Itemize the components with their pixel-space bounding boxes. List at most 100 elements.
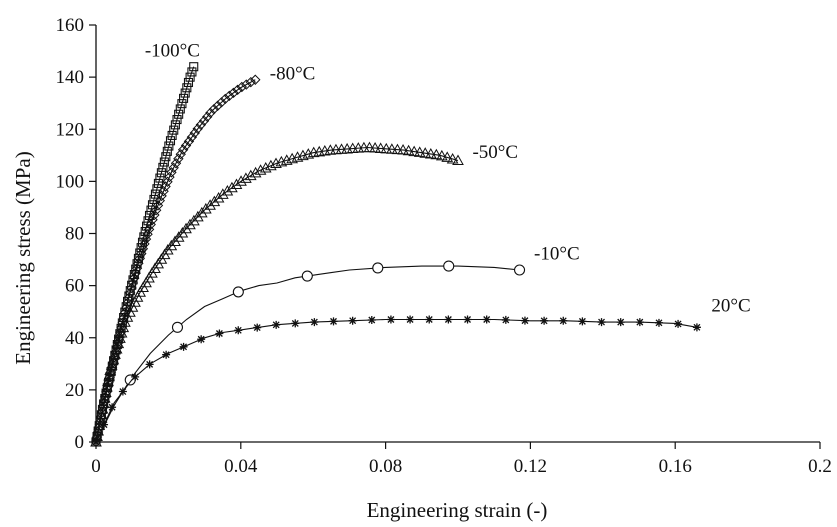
data-point <box>186 131 198 143</box>
data-point <box>114 332 126 343</box>
data-point <box>430 148 443 160</box>
data-point <box>168 162 179 174</box>
data-point <box>192 123 203 135</box>
data-point <box>270 157 282 169</box>
data-point <box>97 397 110 409</box>
data-point <box>123 296 133 306</box>
data-point <box>482 315 491 324</box>
data-point <box>179 342 188 351</box>
data-point <box>463 315 472 324</box>
data-point <box>98 391 111 403</box>
data-point <box>208 103 220 115</box>
x-tick-label: 0.2 <box>808 456 832 477</box>
x-tick-label: 0 <box>91 456 101 477</box>
data-point <box>578 317 587 326</box>
data-point <box>198 115 210 127</box>
data-point <box>153 178 163 188</box>
data-point <box>131 372 140 381</box>
y-axis-title: Engineering stress (MPa) <box>11 151 35 364</box>
data-point <box>216 188 229 199</box>
data-point <box>272 320 281 329</box>
series-label: -50°C <box>472 142 518 163</box>
data-point <box>174 109 184 119</box>
data-point <box>692 323 701 332</box>
data-point <box>185 72 195 82</box>
data-point <box>108 403 117 412</box>
series-label: -80°C <box>270 64 316 85</box>
data-point <box>156 168 166 178</box>
data-point <box>205 107 216 119</box>
data-point <box>180 88 190 98</box>
data-point <box>189 62 199 72</box>
data-point <box>180 140 192 151</box>
data-point <box>301 270 313 282</box>
data-point <box>144 210 155 221</box>
data-point <box>244 169 257 181</box>
data-point <box>369 142 381 153</box>
data-point <box>253 323 262 332</box>
series-line <box>95 146 459 443</box>
y-tick-label: 80 <box>65 224 84 245</box>
series-label: -10°C <box>534 244 580 265</box>
data-point <box>215 329 224 338</box>
data-point <box>452 154 464 166</box>
y-tick-label: 0 <box>75 432 85 453</box>
y-tick-label: 100 <box>56 171 85 192</box>
data-point <box>199 202 212 214</box>
data-point <box>100 420 109 429</box>
data-point <box>559 316 568 325</box>
data-point <box>167 130 177 140</box>
data-point <box>195 206 208 218</box>
data-point <box>232 84 243 96</box>
y-tick-label: 60 <box>65 276 84 297</box>
data-point <box>435 149 448 161</box>
x-axis-title: Engineering strain (-) <box>367 498 548 522</box>
data-point <box>254 164 267 175</box>
series-labels: -100°C -80°C -50°C -10°C 20°C <box>145 40 751 316</box>
data-point <box>202 111 213 123</box>
data-point <box>126 301 139 312</box>
data-point <box>241 79 252 90</box>
data-point <box>329 317 338 326</box>
data-point <box>155 173 165 183</box>
data-point <box>234 326 243 335</box>
data-point <box>616 318 625 327</box>
data-point <box>164 141 174 151</box>
x-tick-label: 0.16 <box>659 456 692 477</box>
data-point <box>118 387 127 396</box>
data-point <box>169 125 179 135</box>
data-point <box>104 364 117 376</box>
data-point <box>208 195 221 207</box>
data-point <box>419 147 432 158</box>
data-point <box>159 157 169 167</box>
data-point <box>170 120 180 130</box>
data-point <box>172 114 182 125</box>
data-point <box>112 337 125 349</box>
data-point <box>121 311 134 322</box>
data-point <box>158 162 168 172</box>
data-point <box>501 315 510 324</box>
data-point <box>182 83 192 93</box>
data-point <box>424 147 437 159</box>
series--10°C <box>95 260 526 443</box>
data-point <box>408 145 420 157</box>
data-point <box>212 100 223 111</box>
data-point <box>265 159 277 171</box>
data-point <box>99 386 112 398</box>
data-point <box>236 81 248 93</box>
data-point <box>145 360 154 369</box>
data-point <box>235 175 247 186</box>
data-point <box>513 264 526 276</box>
data-point <box>124 306 136 317</box>
data-point <box>183 77 194 88</box>
series-label: 20°C <box>711 296 750 317</box>
data-point <box>540 316 549 325</box>
data-point <box>92 424 105 436</box>
data-point <box>228 87 239 99</box>
series--50°C <box>90 141 464 447</box>
data-point <box>195 119 207 131</box>
series-label: -100°C <box>145 40 200 61</box>
data-point <box>425 315 434 324</box>
data-point <box>177 144 189 155</box>
